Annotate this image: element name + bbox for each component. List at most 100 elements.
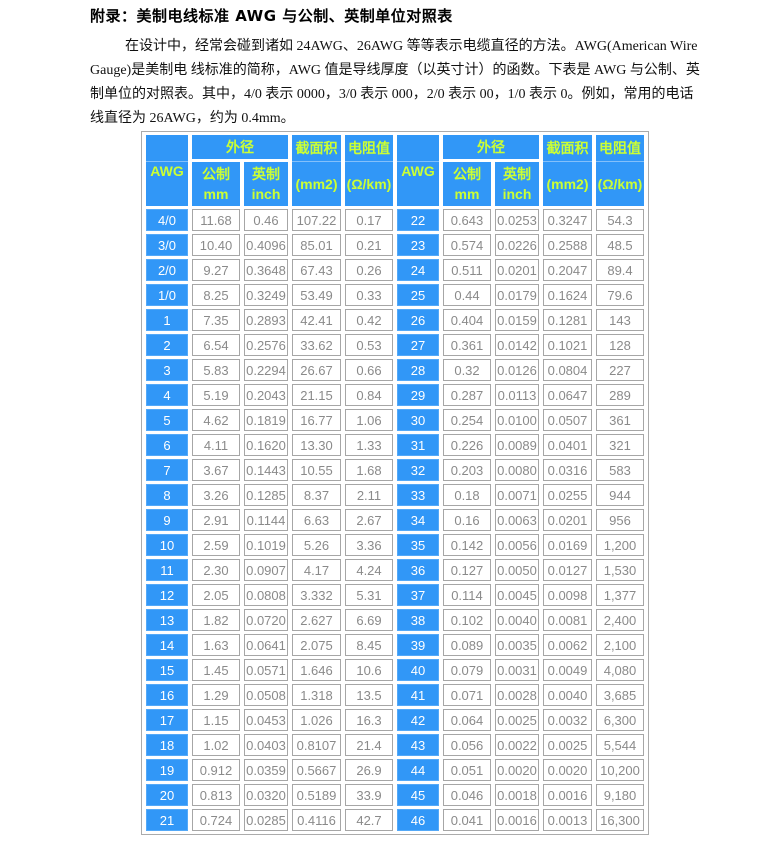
awg-value-cell: 3 [146, 359, 188, 381]
data-cell: 0.3648 [244, 259, 288, 281]
awg-value-cell: 34 [397, 509, 439, 531]
data-cell: 0.0050 [495, 559, 539, 581]
data-cell: 0.1281 [543, 309, 592, 331]
cross-section-unit: (mm2) [295, 175, 338, 192]
data-cell: 0.041 [443, 809, 491, 831]
table-row: 13 1.82 0.0720 2.627 6.69 38 0.102 0.0040 0.0081… [146, 609, 644, 631]
awg-value-cell: 21 [146, 809, 188, 831]
data-cell: 0.0159 [495, 309, 539, 331]
awg-value-cell: 25 [397, 284, 439, 306]
data-cell: 0.0285 [244, 809, 288, 831]
data-cell: 0.203 [443, 459, 491, 481]
awg-value-cell: 1/0 [146, 284, 188, 306]
data-cell: 0.0056 [495, 534, 539, 556]
data-cell: 0.404 [443, 309, 491, 331]
data-cell: 0.0401 [543, 434, 592, 456]
data-cell: 6,300 [596, 709, 644, 731]
data-cell: 956 [596, 509, 644, 531]
data-cell: 0.1624 [543, 284, 592, 306]
data-cell: 1.026 [292, 709, 341, 731]
data-cell: 321 [596, 434, 644, 456]
data-cell: 227 [596, 359, 644, 381]
data-cell: 0.0062 [543, 634, 592, 656]
data-cell: 0.0025 [543, 734, 592, 756]
awg-value-cell: 38 [397, 609, 439, 631]
awg-value-cell: 14 [146, 634, 188, 656]
table-row: 2 6.54 0.2576 33.62 0.53 27 0.361 0.0142 0.1021 1… [146, 334, 644, 356]
data-cell: 0.0071 [495, 484, 539, 506]
resistance-unit: (Ω/km) [597, 175, 643, 192]
data-cell: 0.142 [443, 534, 491, 556]
awg-value-cell: 4/0 [146, 209, 188, 231]
data-cell: 0.0201 [543, 509, 592, 531]
data-cell: 128 [596, 334, 644, 356]
awg-value-cell: 45 [397, 784, 439, 806]
awg-value-cell: 12 [146, 584, 188, 606]
data-cell: 4.24 [345, 559, 393, 581]
data-cell: 0.1443 [244, 459, 288, 481]
header-row-2: 公制 mm 英制 inch 公制 mm [146, 162, 644, 206]
data-cell: 42.41 [292, 309, 341, 331]
data-cell: 0.071 [443, 684, 491, 706]
data-cell: 0.813 [192, 784, 240, 806]
data-cell: 0.046 [443, 784, 491, 806]
table-row: 19 0.912 0.0359 0.5667 26.9 44 0.051 0.0020 0.00… [146, 759, 644, 781]
data-cell: 0.1285 [244, 484, 288, 506]
data-cell: 0.17 [345, 209, 393, 231]
imperial-unit: inch [251, 186, 281, 202]
data-cell: 0.0647 [543, 384, 592, 406]
data-cell: 0.051 [443, 759, 491, 781]
data-cell: 1.68 [345, 459, 393, 481]
data-cell: 0.3247 [543, 209, 592, 231]
data-cell: 0.0028 [495, 684, 539, 706]
data-cell: 0.361 [443, 334, 491, 356]
data-cell: 361 [596, 409, 644, 431]
awg-value-cell: 42 [397, 709, 439, 731]
data-cell: 0.32 [443, 359, 491, 381]
table-row: 17 1.15 0.0453 1.026 16.3 42 0.064 0.0025 0.0032… [146, 709, 644, 731]
data-cell: 0.8107 [292, 734, 341, 756]
data-cell: 0.4116 [292, 809, 341, 831]
data-cell: 6.54 [192, 334, 240, 356]
data-cell: 0.574 [443, 234, 491, 256]
resistance-label: 电阻值 [348, 140, 390, 156]
data-cell: 21.4 [345, 734, 393, 756]
page-title: 附录：美制电线标准 AWG 与公制、英制单位对照表 [90, 7, 453, 25]
data-cell: 16.3 [345, 709, 393, 731]
data-cell: 0.42 [345, 309, 393, 331]
data-cell: 4,080 [596, 659, 644, 681]
data-cell: 289 [596, 384, 644, 406]
awg-value-cell: 43 [397, 734, 439, 756]
data-cell: 0.0316 [543, 459, 592, 481]
awg-value-cell: 39 [397, 634, 439, 656]
data-cell: 0.0201 [495, 259, 539, 281]
data-cell: 0.4096 [244, 234, 288, 256]
awg-value-cell: 26 [397, 309, 439, 331]
data-cell: 143 [596, 309, 644, 331]
data-cell: 10.40 [192, 234, 240, 256]
data-cell: 2.91 [192, 509, 240, 531]
data-cell: 10.55 [292, 459, 341, 481]
data-cell: 5.26 [292, 534, 341, 556]
awg-value-cell: 2 [146, 334, 188, 356]
table-row: 1/0 8.25 0.3249 53.49 0.33 25 0.44 0.0179 0.1624… [146, 284, 644, 306]
data-cell: 2.67 [345, 509, 393, 531]
data-cell: 1.63 [192, 634, 240, 656]
data-cell: 0.079 [443, 659, 491, 681]
data-cell: 3.332 [292, 584, 341, 606]
table-row: 20 0.813 0.0320 0.5189 33.9 45 0.046 0.0018 0.00… [146, 784, 644, 806]
awg-value-cell: 8 [146, 484, 188, 506]
resistance-unit: (Ω/km) [346, 175, 392, 192]
metric-header: 公制 mm [443, 162, 491, 206]
awg-value-cell: 13 [146, 609, 188, 631]
data-cell: 0.0226 [495, 234, 539, 256]
awg-value-cell: 37 [397, 584, 439, 606]
table-row: 2/0 9.27 0.3648 67.43 0.26 24 0.511 0.0201 0.204… [146, 259, 644, 281]
table-row: 7 3.67 0.1443 10.55 1.68 32 0.203 0.0080 0.0316 5… [146, 459, 644, 481]
data-cell: 1.15 [192, 709, 240, 731]
data-cell: 0.21 [345, 234, 393, 256]
data-cell: 0.0320 [244, 784, 288, 806]
data-cell: 2.59 [192, 534, 240, 556]
data-cell: 0.0018 [495, 784, 539, 806]
